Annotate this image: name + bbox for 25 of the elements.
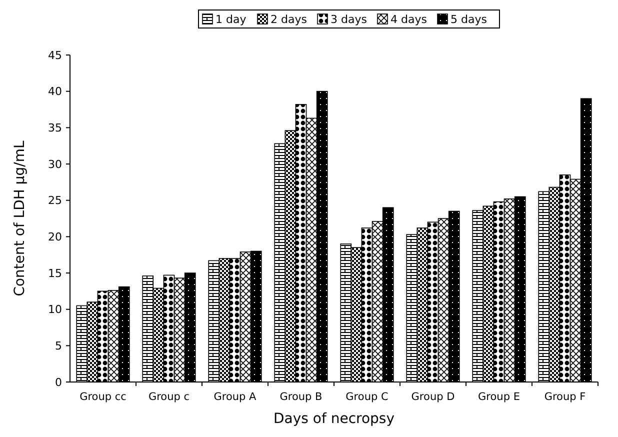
x-tick-label: Group F bbox=[544, 391, 586, 403]
legend-label: 5 days bbox=[450, 13, 488, 26]
y-tick-label: 10 bbox=[48, 303, 62, 316]
y-tick-label: 20 bbox=[48, 230, 62, 244]
y-tick-label: 45 bbox=[48, 48, 62, 62]
legend-label: 2 days bbox=[270, 13, 308, 26]
legend-label: 1 day bbox=[216, 13, 247, 26]
y-tick-label: 35 bbox=[48, 122, 62, 135]
y-tick-label: 30 bbox=[48, 158, 62, 171]
y-tick-label: 40 bbox=[48, 85, 62, 98]
y-tick-label: 25 bbox=[48, 194, 62, 208]
y-tick-label: 0 bbox=[55, 376, 62, 389]
y-tick-label: 15 bbox=[48, 266, 62, 280]
y-tick-label: 5 bbox=[55, 340, 62, 353]
x-tick-label: Group c bbox=[148, 391, 190, 403]
x-tick-label: Group C bbox=[346, 391, 388, 403]
legend-label: 3 days bbox=[330, 13, 368, 26]
x-tick-label: Group A bbox=[214, 391, 258, 403]
x-axis-title: Days of necropsy bbox=[274, 411, 394, 427]
x-tick-label: Group D bbox=[411, 391, 455, 403]
x-tick-label: Group E bbox=[478, 391, 520, 403]
x-tick-label: Group B bbox=[280, 391, 322, 403]
y-axis-title: Content of LDH μg/mL bbox=[12, 140, 28, 296]
legend-label: 4 days bbox=[390, 13, 428, 26]
x-tick-label: Group cc bbox=[80, 391, 127, 403]
